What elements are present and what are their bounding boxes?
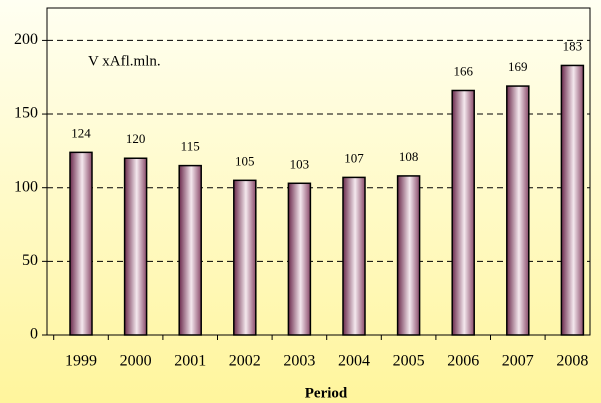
x-tick-label: 2000 xyxy=(120,353,152,370)
x-tick-label: 2007 xyxy=(502,353,534,370)
data-label: 120 xyxy=(126,131,146,146)
data-label: 115 xyxy=(181,139,200,154)
x-tick-label: 2001 xyxy=(174,353,206,370)
bar xyxy=(123,157,148,336)
bar xyxy=(451,89,475,336)
x-tick-label: 2004 xyxy=(338,353,370,370)
x-tick-label: 2003 xyxy=(283,353,315,370)
x-tick-label: 1999 xyxy=(65,353,97,370)
bar xyxy=(506,85,530,336)
y-tick-label: 100 xyxy=(14,178,38,195)
data-label: 103 xyxy=(290,156,310,171)
bar xyxy=(342,176,366,336)
y-tick-label: 150 xyxy=(14,105,38,122)
y-tick-label: 50 xyxy=(22,252,38,269)
data-label: 169 xyxy=(508,59,528,74)
bar xyxy=(396,175,421,336)
x-tick-label: 2002 xyxy=(229,353,261,370)
data-label: 108 xyxy=(399,149,419,164)
bar xyxy=(560,64,585,336)
bar xyxy=(287,182,312,336)
annotation: V xAfl.mln. xyxy=(88,53,161,69)
x-tick-label: 2006 xyxy=(447,353,479,370)
x-tick-label: 2005 xyxy=(393,353,425,370)
y-tick-label: 200 xyxy=(14,31,38,48)
data-label: 105 xyxy=(235,153,255,168)
x-tick-label: 2008 xyxy=(556,353,588,370)
bar xyxy=(178,164,202,336)
x-axis-label: Period xyxy=(305,385,348,401)
bar xyxy=(233,179,257,336)
data-label: 107 xyxy=(344,150,364,165)
bar xyxy=(69,151,93,336)
data-label: 124 xyxy=(71,125,91,140)
data-label: 183 xyxy=(563,38,583,53)
y-tick-label: 0 xyxy=(30,326,38,343)
data-label: 166 xyxy=(453,63,473,78)
